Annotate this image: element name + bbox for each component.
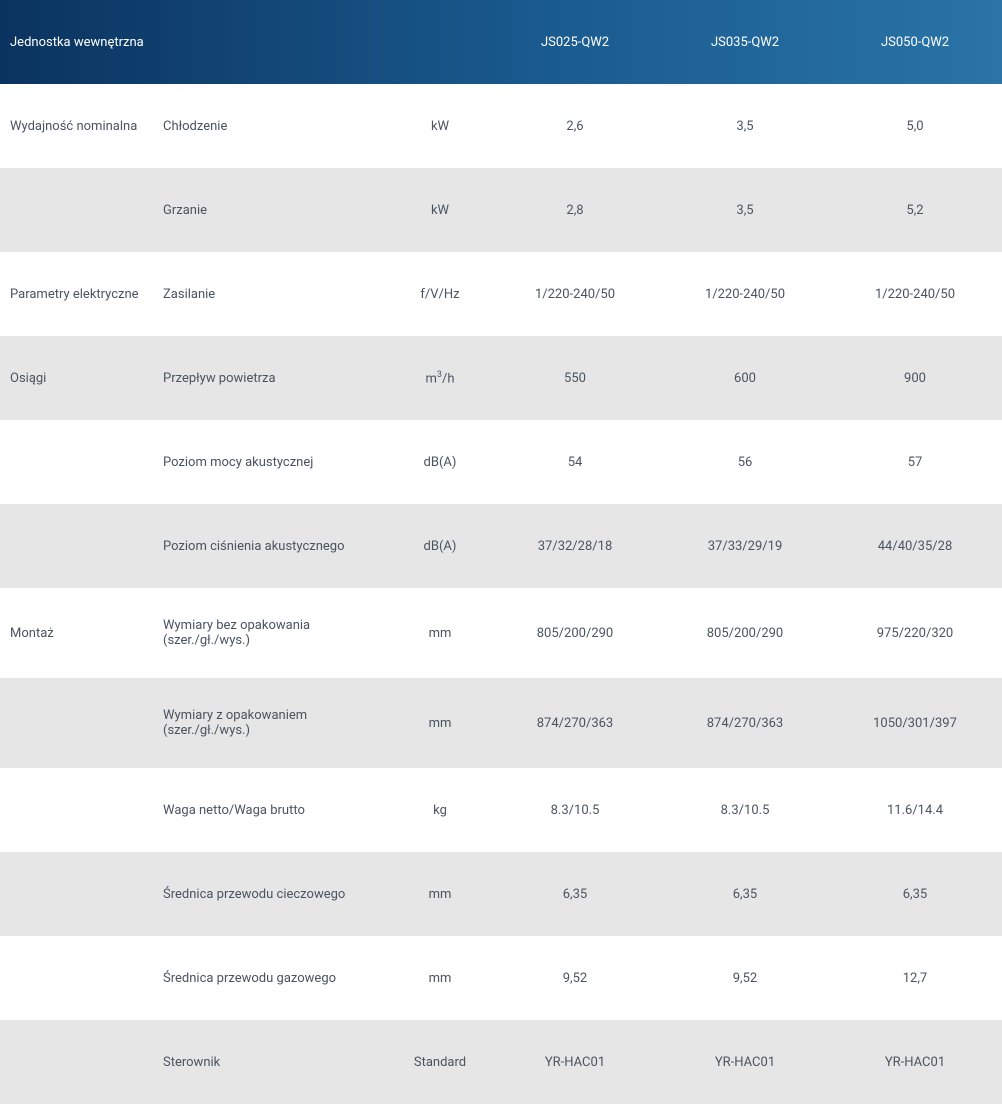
row-value: 900 (830, 341, 1000, 416)
row-unit: kW (390, 173, 490, 248)
row-label: Chłodzenie (155, 89, 390, 164)
row-value: 6,35 (490, 857, 660, 932)
row-value: 805/200/290 (490, 596, 660, 671)
row-group: Wydajność nominalna (0, 89, 155, 164)
row-value: 874/270/363 (660, 686, 830, 761)
row-label: Zasilanie (155, 257, 390, 332)
row-unit: mm (390, 857, 490, 932)
row-value: 8.3/10.5 (660, 773, 830, 848)
row-label: Wymiary bez opakowania (szer./gł./wys.) (155, 588, 390, 678)
row-unit: mm (390, 596, 490, 671)
row-unit: m3/h (390, 340, 490, 416)
table-row: Waga netto/Waga bruttokg8.3/10.58.3/10.5… (0, 768, 1002, 852)
row-group (0, 432, 155, 492)
row-value: YR-HAC01 (660, 1025, 830, 1100)
row-value: 600 (660, 341, 830, 416)
row-group (0, 1032, 155, 1092)
table-row: Wymiary z opakowaniem (szer./gł./wys.)mm… (0, 678, 1002, 768)
header-blank (155, 12, 390, 72)
row-group: Montaż (0, 596, 155, 671)
row-unit: mm (390, 941, 490, 1016)
table-header-row: Jednostka wewnętrzna JS025-QW2 JS035-QW2… (0, 0, 1002, 84)
row-value: 37/32/28/18 (490, 509, 660, 584)
row-value: 5,0 (830, 89, 1000, 164)
row-group (0, 864, 155, 924)
row-value: 1/220-240/50 (490, 257, 660, 332)
table-row: MontażWymiary bez opakowania (szer./gł./… (0, 588, 1002, 678)
table-row: Poziom mocy akustycznejdB(A)545657 (0, 420, 1002, 504)
table-row: Parametry elektryczneZasilanief/V/Hz1/22… (0, 252, 1002, 336)
row-value: 975/220/320 (830, 596, 1000, 671)
row-value: YR-HAC01 (830, 1025, 1000, 1100)
row-unit: Standard (390, 1025, 490, 1100)
header-unit-blank (390, 12, 490, 72)
row-value: 2,6 (490, 89, 660, 164)
spec-table: Jednostka wewnętrzna JS025-QW2 JS035-QW2… (0, 0, 1002, 1104)
table-body: Wydajność nominalnaChłodzeniekW2,63,55,0… (0, 84, 1002, 1104)
row-label: Średnica przewodu gazowego (155, 941, 390, 1016)
table-row: Średnica przewodu gazowegomm9,529,5212,7 (0, 936, 1002, 1020)
table-row: SterownikStandardYR-HAC01YR-HAC01YR-HAC0… (0, 1020, 1002, 1104)
row-group (0, 948, 155, 1008)
table-row: OsiągiPrzepływ powietrzam3/h550600900 (0, 336, 1002, 420)
row-group (0, 180, 155, 240)
header-model-0: JS025-QW2 (490, 5, 660, 80)
row-value: 11.6/14.4 (830, 773, 1000, 848)
header-model-1: JS035-QW2 (660, 5, 830, 80)
row-group: Osiągi (0, 341, 155, 416)
row-value: YR-HAC01 (490, 1025, 660, 1100)
header-model-2: JS050-QW2 (830, 5, 1000, 80)
row-label: Przepływ powietrza (155, 341, 390, 416)
row-value: 3,5 (660, 173, 830, 248)
row-value: 6,35 (830, 857, 1000, 932)
row-value: 54 (490, 425, 660, 500)
row-label: Sterownik (155, 1025, 390, 1100)
row-value: 12,7 (830, 941, 1000, 1016)
row-value: 56 (660, 425, 830, 500)
row-label: Średnica przewodu cieczowego (155, 857, 390, 932)
row-value: 6,35 (660, 857, 830, 932)
table-row: Poziom ciśnienia akustycznegodB(A)37/32/… (0, 504, 1002, 588)
table-row: Średnica przewodu cieczowegomm6,356,356,… (0, 852, 1002, 936)
row-value: 805/200/290 (660, 596, 830, 671)
row-value: 9,52 (490, 941, 660, 1016)
row-value: 874/270/363 (490, 686, 660, 761)
row-unit: kg (390, 773, 490, 848)
row-unit: mm (390, 686, 490, 761)
table-row: GrzaniekW2,83,55,2 (0, 168, 1002, 252)
row-unit: dB(A) (390, 425, 490, 500)
row-group (0, 780, 155, 840)
row-value: 1050/301/397 (830, 686, 1000, 761)
row-value: 5,2 (830, 173, 1000, 248)
row-label: Poziom mocy akustycznej (155, 425, 390, 500)
row-group (0, 516, 155, 576)
row-unit: f/V/Hz (390, 257, 490, 332)
row-label: Wymiary z opakowaniem (szer./gł./wys.) (155, 678, 390, 768)
row-label: Poziom ciśnienia akustycznego (155, 509, 390, 584)
row-unit: kW (390, 89, 490, 164)
row-value: 3,5 (660, 89, 830, 164)
row-group (0, 693, 155, 753)
row-value: 550 (490, 341, 660, 416)
row-value: 44/40/35/28 (830, 509, 1000, 584)
row-value: 1/220-240/50 (660, 257, 830, 332)
row-label: Grzanie (155, 173, 390, 248)
row-value: 8.3/10.5 (490, 773, 660, 848)
row-value: 1/220-240/50 (830, 257, 1000, 332)
row-value: 57 (830, 425, 1000, 500)
row-group: Parametry elektryczne (0, 257, 155, 332)
table-row: Wydajność nominalnaChłodzeniekW2,63,55,0 (0, 84, 1002, 168)
row-unit: dB(A) (390, 509, 490, 584)
row-value: 2,8 (490, 173, 660, 248)
header-title: Jednostka wewnętrzna (0, 5, 155, 80)
row-value: 9,52 (660, 941, 830, 1016)
row-label: Waga netto/Waga brutto (155, 773, 390, 848)
row-value: 37/33/29/19 (660, 509, 830, 584)
